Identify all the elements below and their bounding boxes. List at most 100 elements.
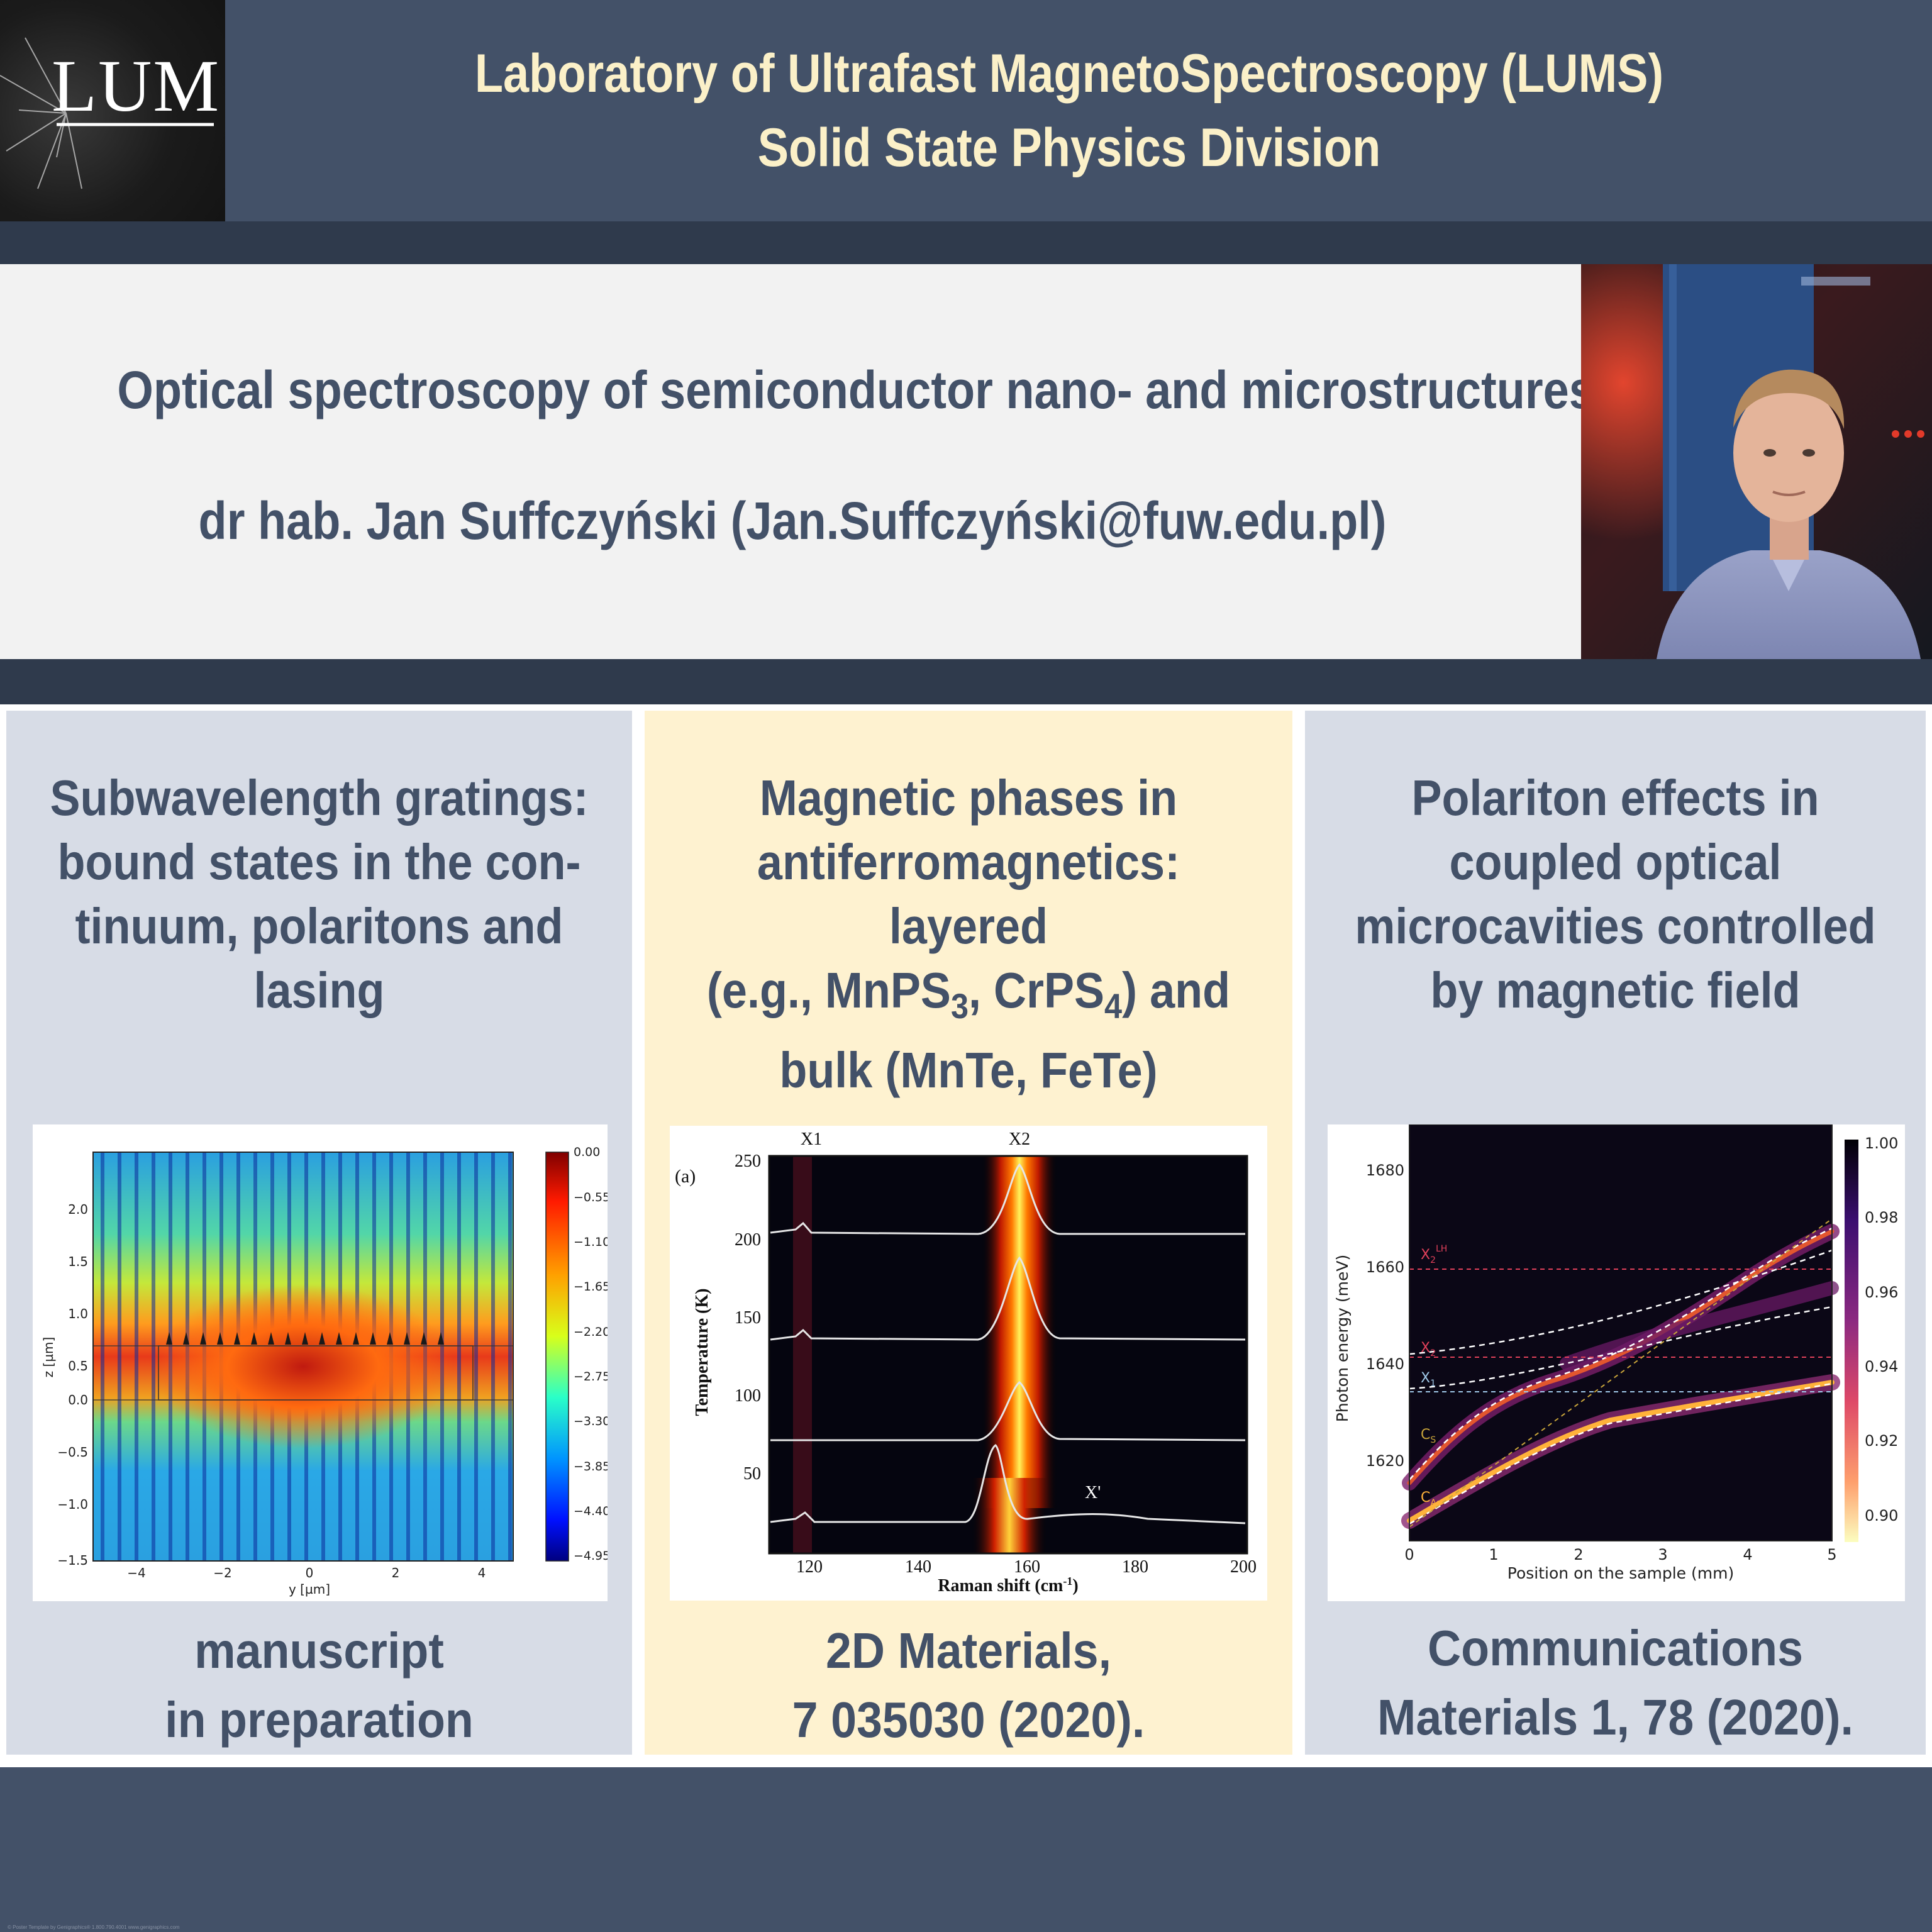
panel-title-line: bulk (MnTe, FeTe) — [779, 1042, 1158, 1098]
panel-reference: Communications Materials 1, 78 (2020). — [1330, 1614, 1901, 1752]
y-axis-label: z [µm] — [41, 1337, 56, 1378]
panel-title-line: by magnetic field — [1430, 962, 1801, 1018]
y-tick: 0.5 — [68, 1358, 88, 1374]
x-tick: 4 — [1743, 1546, 1752, 1563]
colorbar-tick: −0.55 — [574, 1191, 608, 1204]
colorbar-tick: −2.20 — [574, 1325, 608, 1339]
colorbar-tick: −2.75 — [574, 1370, 608, 1384]
colorbar-tick: −4.95 — [574, 1549, 608, 1563]
reference-line: 7 035030 (2020). — [792, 1692, 1145, 1748]
panel-reference: 2D Materials, 7 035030 (2020). — [670, 1616, 1267, 1755]
panel-title-line: microcavities controlled — [1355, 898, 1876, 954]
y-tick: 100 — [735, 1386, 761, 1406]
panel-subwavelength-gratings: Subwavelength gratings: bound states in … — [6, 711, 632, 1755]
y-tick: 2.0 — [68, 1202, 88, 1217]
reference-line: in preparation — [165, 1692, 474, 1748]
y-tick: 0.0 — [68, 1392, 88, 1407]
y-tick: 150 — [735, 1308, 761, 1328]
lums-logo: LUMS — [0, 0, 225, 221]
x-tick: −4 — [127, 1565, 145, 1580]
x-tick: 140 — [905, 1557, 931, 1577]
panel-title-line: Polariton effects in — [1411, 770, 1819, 826]
colorbar-tick: −3.30 — [574, 1414, 608, 1428]
colorbar-tick: −3.85 — [574, 1460, 608, 1474]
colorbar-tick: 0.96 — [1865, 1284, 1898, 1301]
colorbar-tick: 0.90 — [1865, 1507, 1898, 1524]
panel-title-line: (e.g., MnPS3, CrPS4) and — [706, 962, 1231, 1026]
panel-title: Polariton effects in coupled optical mic… — [1336, 766, 1894, 1023]
field-map-figure: 2.0 1.5 1.0 0.5 0.0 −0.5 −1.0 −1.5 −4 −2… — [33, 1124, 610, 1601]
y-tick: 1.5 — [68, 1254, 88, 1269]
panel-title-line: tinuum, polaritons and — [75, 898, 564, 954]
template-credit: © Poster Template by Genigraphics® 1.800… — [8, 1924, 180, 1930]
y-tick: 1680 — [1366, 1162, 1404, 1179]
panel-title-line: antiferromagnetics: layered — [757, 834, 1180, 954]
reference-line: Materials 1, 78 (2020). — [1377, 1689, 1853, 1745]
x-axis-label: Position on the sample (mm) — [1507, 1564, 1734, 1582]
reference-line: 2D Materials, — [825, 1623, 1112, 1679]
x-tick: 200 — [1230, 1557, 1257, 1577]
colorbar-tick: −1.10 — [574, 1235, 608, 1249]
raman-map-figure: (a) X1 X2 X' 250 200 150 100 50 120 140 … — [670, 1126, 1267, 1601]
logo-underline — [57, 123, 214, 126]
divider-band — [0, 659, 1932, 704]
colorbar-tick: 1.00 — [1865, 1135, 1898, 1152]
x-tick: −2 — [213, 1565, 231, 1580]
intro-band — [0, 264, 1581, 659]
y-tick: −1.5 — [57, 1553, 88, 1568]
footer-band — [0, 1767, 1932, 1932]
peak-label: X2 — [1009, 1130, 1030, 1149]
y-tick: −1.0 — [57, 1497, 88, 1512]
x-tick: 2 — [392, 1565, 400, 1580]
logo-text: LUMS — [52, 45, 225, 127]
colorbar — [1845, 1140, 1858, 1542]
y-axis-label: Photon energy (meV) — [1333, 1255, 1352, 1423]
colorbar-tick: 0.92 — [1865, 1432, 1898, 1450]
x-axis-label: y [µm] — [289, 1582, 330, 1597]
peak-label: X1 — [801, 1130, 822, 1149]
x-tick: 1 — [1489, 1546, 1498, 1563]
header-title-line1: Laboratory of Ultrafast MagnetoSpectrosc… — [474, 43, 1664, 104]
x-tick: 3 — [1658, 1546, 1667, 1563]
colorbar-tick: 0.00 — [574, 1145, 600, 1159]
y-tick: 250 — [735, 1152, 761, 1171]
colorbar-tick: −4.40 — [574, 1504, 608, 1518]
x-tick: 4 — [478, 1565, 486, 1580]
y-axis-label: Temperature (K) — [692, 1289, 712, 1416]
state-label: CS — [1421, 1427, 1436, 1445]
state-label: X2LH — [1421, 1244, 1447, 1265]
header-title: Laboratory of Ultrafast MagnetoSpectrosc… — [366, 36, 1772, 185]
panel-title-line: bound states in the con- — [57, 834, 581, 890]
panel-title-line: Magnetic phases in — [759, 770, 1178, 826]
header-title-line2: Solid State Physics Division — [757, 118, 1381, 178]
y-tick: 1640 — [1366, 1355, 1404, 1373]
panel-magnetic-phases: Magnetic phases in antiferromagnetics: l… — [645, 711, 1292, 1755]
peak-label: X' — [1085, 1483, 1101, 1502]
colorbar-tick: 0.94 — [1865, 1358, 1898, 1375]
x-tick: 2 — [1574, 1546, 1583, 1563]
x-tick: 120 — [796, 1557, 823, 1577]
reference-line: manuscript — [194, 1623, 444, 1679]
panel-title-line: lasing — [253, 962, 385, 1018]
y-tick: −0.5 — [57, 1445, 88, 1460]
x-tick: 0 — [306, 1565, 314, 1580]
panel-polariton-effects: Polariton effects in coupled optical mic… — [1305, 711, 1926, 1755]
panel-label: (a) — [675, 1166, 696, 1187]
state-label: CAs — [1421, 1490, 1441, 1508]
author-photo — [1581, 264, 1932, 659]
x-tick: 5 — [1827, 1546, 1836, 1563]
divider-band — [0, 221, 1932, 264]
panel-title: Magnetic phases in antiferromagnetics: l… — [677, 766, 1260, 1102]
author-contact: dr hab. Jan Suffczyński (Jan.Suffczyński… — [198, 491, 1387, 550]
reference-line: Communications — [1427, 1620, 1804, 1676]
colorbar-tick: −1.65 — [574, 1280, 608, 1294]
panel-reference: manuscript in preparation — [31, 1616, 607, 1755]
panel-title-line: coupled optical — [1449, 834, 1782, 890]
y-tick: 200 — [735, 1230, 761, 1250]
y-tick: 1660 — [1366, 1258, 1404, 1276]
state-label: X2 — [1421, 1340, 1436, 1358]
x-tick: 0 — [1404, 1546, 1414, 1563]
y-tick: 1620 — [1366, 1452, 1404, 1470]
colorbar-tick: 0.98 — [1865, 1209, 1898, 1226]
x-tick: 160 — [1014, 1557, 1040, 1577]
